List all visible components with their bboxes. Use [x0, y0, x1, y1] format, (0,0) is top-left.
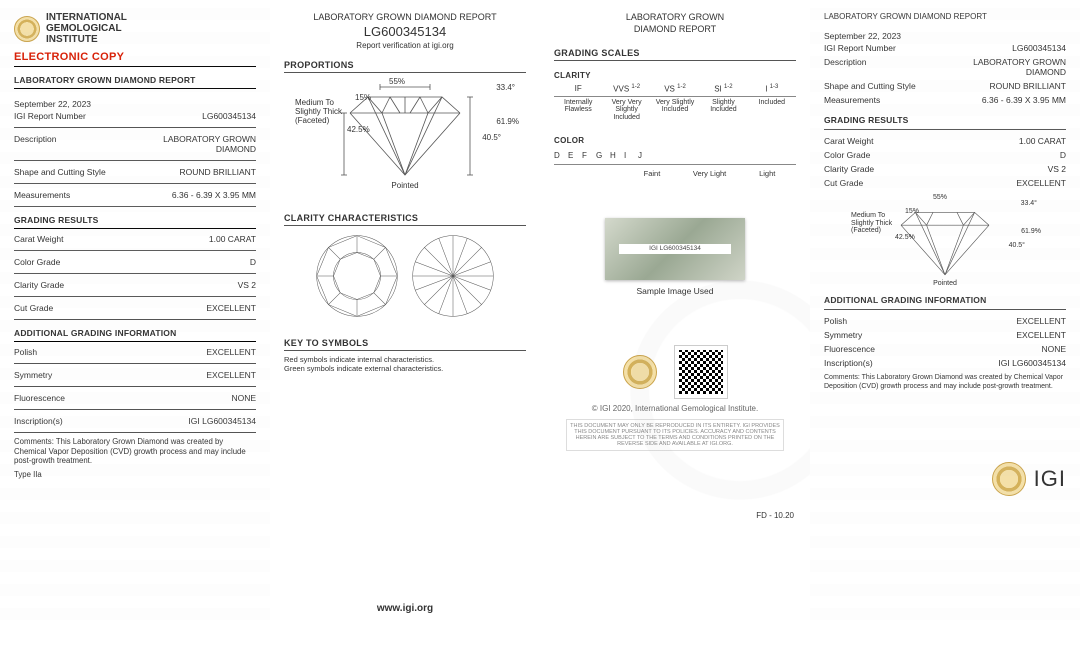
clarity-char-title: CLARITY CHARACTERISTICS [284, 213, 526, 226]
p2-header: LABORATORY GROWN DIAMOND REPORT [284, 12, 526, 22]
proportions-title: PROPORTIONS [284, 60, 526, 73]
row-shape: Shape and Cutting Style ROUND BRILLIANT [14, 165, 256, 179]
grading-results-title: GRADING RESULTS [14, 215, 256, 225]
clarity-sub: Included [748, 99, 796, 122]
clarity-head: SI 1-2 [699, 84, 747, 94]
clarity-sub: Very Very Slightly Included [602, 99, 650, 122]
clarity-sub: Very Slightly Included [651, 99, 699, 122]
fd-code: FD - 10.20 [756, 511, 794, 520]
color-group: Faint [623, 169, 681, 178]
copyright: © IGI 2020, International Gemological In… [554, 404, 796, 413]
table-pct: 55% [389, 77, 405, 86]
p2-number: LG600345134 [284, 24, 526, 39]
org-line3: INSTITUTE [46, 34, 127, 45]
color-label: COLOR [554, 136, 796, 145]
clarity-scale-heads: IFVVS 1-2VS 1-2SI 1-2I 1-3 [554, 84, 796, 94]
key-title: KEY TO SYMBOLS [284, 338, 526, 351]
color-scale-groups: FaintVery LightLight [554, 169, 796, 178]
logo-row: INTERNATIONAL GEMOLOGICAL INSTITUTE [14, 12, 256, 45]
color-group: Light [738, 169, 796, 178]
igi-seal-icon [623, 355, 657, 389]
igi-text: IGI [1034, 466, 1066, 492]
color-letter: F [582, 151, 596, 160]
row-measurements: Measurements 6.36 - 6.39 X 3.95 MM [14, 188, 256, 202]
www: www.igi.org [270, 603, 540, 614]
color-scale-letters: DEFGHIJ [554, 151, 796, 160]
additional-title: ADDITIONAL GRADING INFORMATION [14, 328, 256, 338]
p4-date: September 22, 2023 [824, 31, 1066, 41]
clarity-diagrams [284, 234, 526, 318]
key-green: Green symbols indicate external characte… [284, 364, 526, 373]
row-description: Description LABORATORY GROWN DIAMOND [14, 132, 256, 156]
p4-comments: Comments: This Laboratory Grown Diamond … [824, 374, 1066, 392]
pavilion-angle: 40.5° [482, 133, 501, 142]
sample-image: IGI LG600345134 [605, 218, 745, 280]
clarity-head: VS 1-2 [651, 84, 699, 94]
crown-angle: 33.4° [496, 83, 515, 92]
panel-3: LABORATORY GROWN DIAMOND REPORT GRADING … [540, 0, 810, 620]
color-letter: E [568, 151, 582, 160]
clarity-sub: Slightly Included [699, 99, 747, 122]
clarity-scale-subs: Internally FlawlessVery Very Slightly In… [554, 96, 796, 122]
igi-logo-block: IGI [824, 462, 1066, 496]
report-page: INTERNATIONAL GEMOLOGICAL INSTITUTE ELEC… [0, 0, 1080, 620]
panel-4: LABORATORY GROWN DIAMOND REPORT Septembe… [810, 0, 1080, 620]
p2-verify: Report verification at igi.org [284, 41, 526, 50]
qr-code-icon [675, 346, 727, 398]
clarity-sub: Internally Flawless [554, 99, 602, 122]
type: Type IIa [14, 470, 256, 480]
p3-header-b: DIAMOND REPORT [554, 24, 796, 34]
sample-caption: Sample Image Used [554, 286, 796, 296]
diamond-top-icon [315, 234, 399, 318]
footer-row [554, 346, 796, 398]
electronic-copy: ELECTRONIC COPY [14, 51, 256, 63]
clarity-label: CLARITY [554, 71, 796, 80]
color-letter: D [554, 151, 568, 160]
org-line2: GEMOLOGICAL [46, 23, 127, 34]
org-line1: INTERNATIONAL [46, 12, 127, 23]
igi-seal-icon [14, 16, 40, 42]
clarity-head: VVS 1-2 [602, 84, 650, 94]
color-group: Very Light [681, 169, 739, 178]
crown-pct: 15% [355, 93, 371, 102]
culet: Pointed [295, 181, 515, 190]
color-letter: J [638, 151, 652, 160]
mini-proportions-diagram: Medium To Slightly Thick (Faceted) 55% 3… [855, 198, 1035, 287]
row-report-number: IGI Report Number LG600345134 [14, 109, 256, 123]
color-letter: H [610, 151, 624, 160]
igi-seal-icon [992, 462, 1026, 496]
p4-header: LABORATORY GROWN DIAMOND REPORT [824, 12, 1066, 21]
key-red: Red symbols indicate internal characteri… [284, 355, 526, 364]
color-letter: I [624, 151, 638, 160]
clarity-head: I 1-3 [748, 84, 796, 94]
proportions-diagram: Medium To Slightly Thick (Faceted) 55% 3… [295, 79, 515, 189]
report-date: September 22, 2023 [14, 99, 256, 109]
report-title: LABORATORY GROWN DIAMOND REPORT [14, 75, 256, 85]
p3-header-a: LABORATORY GROWN [554, 12, 796, 22]
pavilion-pct: 42.5% [347, 125, 370, 134]
depth-pct: 61.9% [496, 117, 519, 126]
diamond-bottom-icon [411, 234, 495, 318]
clarity-head: IF [554, 84, 602, 94]
panel-2: LABORATORY GROWN DIAMOND REPORT LG600345… [270, 0, 540, 620]
disclaimer: THIS DOCUMENT MAY ONLY BE REPRODUCED IN … [566, 419, 784, 451]
color-letter: G [596, 151, 610, 160]
sample-inscription: IGI LG600345134 [619, 244, 731, 254]
org-name: INTERNATIONAL GEMOLOGICAL INSTITUTE [46, 12, 127, 45]
grading-scales-title: GRADING SCALES [554, 48, 796, 61]
comments: Comments: This Laboratory Grown Diamond … [14, 437, 256, 466]
panel-1: INTERNATIONAL GEMOLOGICAL INSTITUTE ELEC… [0, 0, 270, 620]
